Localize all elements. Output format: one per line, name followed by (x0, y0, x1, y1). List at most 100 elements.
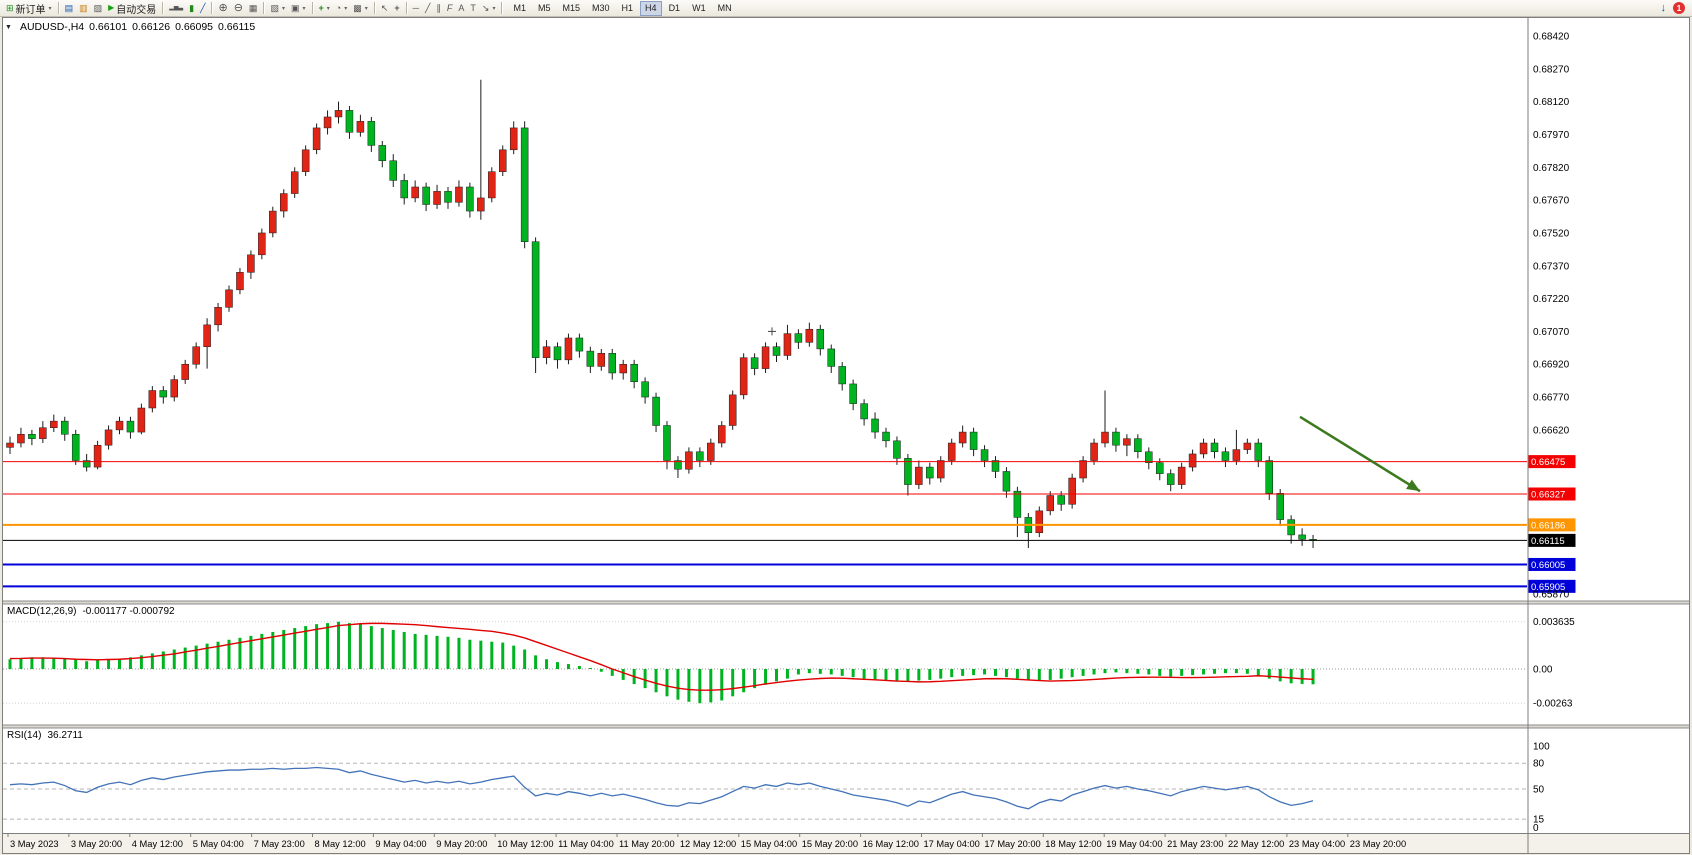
trendline-tool-button[interactable]: ╱ (422, 1, 433, 15)
line-chart-button[interactable]: ╱ (197, 1, 208, 15)
panel-separator[interactable] (2, 600, 1690, 605)
line-chart-icon: ╱ (200, 3, 206, 13)
candle (214, 307, 222, 326)
candlestick-chart-button[interactable]: ▮ (186, 1, 197, 15)
candle (444, 191, 452, 203)
channel-tool-button[interactable]: ∥ (433, 1, 444, 15)
candle (1199, 442, 1208, 455)
ohlc-high: 0.66126 (132, 21, 171, 33)
candle (1221, 451, 1230, 461)
candle (1287, 519, 1295, 536)
symbol-period-label: AUDUSD-,H4 (19, 21, 85, 33)
auto-trading-button[interactable]: ▶ 自动交易 (105, 1, 159, 16)
periods-button[interactable]: ◔ ▾ (333, 1, 350, 15)
candle (290, 171, 299, 194)
text-tool-button[interactable]: A (455, 1, 467, 15)
profiles-button[interactable]: ▣ ▾ (288, 1, 309, 15)
fibonacci-tool-button[interactable]: F (444, 1, 456, 15)
time-axis-label: 11 May 20:00 (619, 839, 675, 849)
time-axis-label: 3 May 20:00 (71, 839, 122, 849)
cursor-tool-button[interactable]: ↖ (378, 1, 392, 15)
timeframe-button-m1[interactable]: M1 (513, 2, 526, 13)
zoom-in-button[interactable]: ⊕ (215, 1, 230, 15)
orange-support-line-badge (1528, 518, 1576, 532)
toolbar-separator (501, 2, 503, 14)
candle (641, 381, 649, 398)
price-tick-label: 0.68120 (1533, 97, 1570, 108)
label-icon: T (470, 3, 476, 13)
chevron-down-icon: ▾ (48, 5, 52, 12)
time-axis-label: 16 May 12:00 (863, 839, 919, 849)
chevron-down-icon: ▾ (492, 5, 496, 12)
candle (39, 427, 47, 439)
timeframe-button-mn[interactable]: MN (717, 2, 732, 13)
toolbar-separator (373, 2, 375, 14)
candle (794, 333, 803, 343)
crosshair-tool-button[interactable]: + (391, 1, 402, 15)
plus-marker[interactable] (768, 327, 776, 336)
data-window-button[interactable]: ▥ (76, 1, 91, 15)
timeframe-button-d1[interactable]: D1 (668, 2, 681, 13)
market-watch-button[interactable]: ▤ (62, 1, 77, 15)
notification-badge[interactable]: 1 (1673, 2, 1685, 14)
price-tick-label: 0.67670 (1533, 196, 1570, 207)
candle (1101, 431, 1109, 444)
new-chart-button[interactable]: ▧ ▾ (267, 1, 288, 15)
candle (170, 379, 178, 398)
candle (1090, 442, 1098, 461)
timeframe-button-m5[interactable]: M5 (537, 2, 551, 13)
macd-tick-label: -0.00263 (1533, 699, 1573, 710)
candle (1123, 438, 1131, 446)
timeframe-button-h4[interactable]: H4 (640, 0, 662, 16)
trend-arrow[interactable] (1299, 415, 1421, 493)
new-chart-icon: ▧ (270, 3, 279, 13)
time-axis-label: 21 May 23:00 (1167, 839, 1223, 849)
time-axis-label: 12 May 12:00 (680, 839, 736, 849)
time-axis-label: 15 May 20:00 (802, 839, 858, 849)
time-axis-label: 4 May 12:00 (132, 839, 183, 849)
rsi-tick-label: 50 (1533, 785, 1545, 796)
candle (115, 420, 124, 431)
candle (1046, 495, 1054, 512)
tile-windows-icon: ▦ (248, 3, 258, 13)
candle (137, 407, 146, 433)
resistance-line-2-badge-label: 0.66327 (1531, 489, 1565, 500)
timeframe-button-m30[interactable]: M30 (592, 2, 610, 13)
timeframe-button-w1[interactable]: W1 (692, 2, 706, 13)
timeframe-button-h1[interactable]: H1 (621, 2, 634, 13)
navigator-button[interactable]: ▨ (91, 1, 106, 15)
time-axis-label: 15 May 04:00 (741, 839, 797, 849)
candle (718, 425, 726, 444)
candle (181, 363, 189, 380)
ohlc-open: 0.66101 (89, 21, 128, 33)
tile-windows-button[interactable]: ▦ (246, 1, 261, 15)
candle (728, 394, 737, 426)
arrows-tool-button[interactable]: ↘ ▾ (479, 1, 499, 15)
auto-trading-label: 自动交易 (116, 4, 157, 16)
toolbar-separator (263, 2, 265, 14)
templates-button[interactable]: ▩ ▾ (350, 1, 371, 15)
collapse-arrow-icon[interactable]: ▼ (5, 23, 12, 31)
timeframe-button-m15[interactable]: M15 (562, 2, 581, 13)
horizontal-line-tool-button[interactable]: ─ (410, 1, 422, 15)
candle (334, 110, 343, 118)
indicators-add-icon: + (318, 3, 324, 13)
candle (926, 466, 934, 479)
candle (531, 241, 540, 358)
candle (520, 127, 529, 242)
panel-separator[interactable] (2, 724, 1690, 729)
ohlc-close: 0.66115 (218, 21, 256, 33)
candle (312, 127, 321, 151)
bar-chart-button[interactable]: ▂▅▃ (166, 1, 186, 15)
candle (597, 353, 606, 367)
zoom-out-button[interactable]: ⊖ (231, 1, 246, 15)
time-axis[interactable] (2, 834, 1690, 854)
candle (466, 186, 474, 212)
candle (564, 337, 573, 361)
new-order-button[interactable]: ⊞ 新订单 ▾ (3, 1, 55, 16)
indicators-button[interactable]: + ▾ (316, 1, 333, 15)
label-tool-button[interactable]: T (467, 1, 479, 15)
candle (1068, 477, 1076, 505)
download-button[interactable]: ↓ (1658, 1, 1670, 15)
